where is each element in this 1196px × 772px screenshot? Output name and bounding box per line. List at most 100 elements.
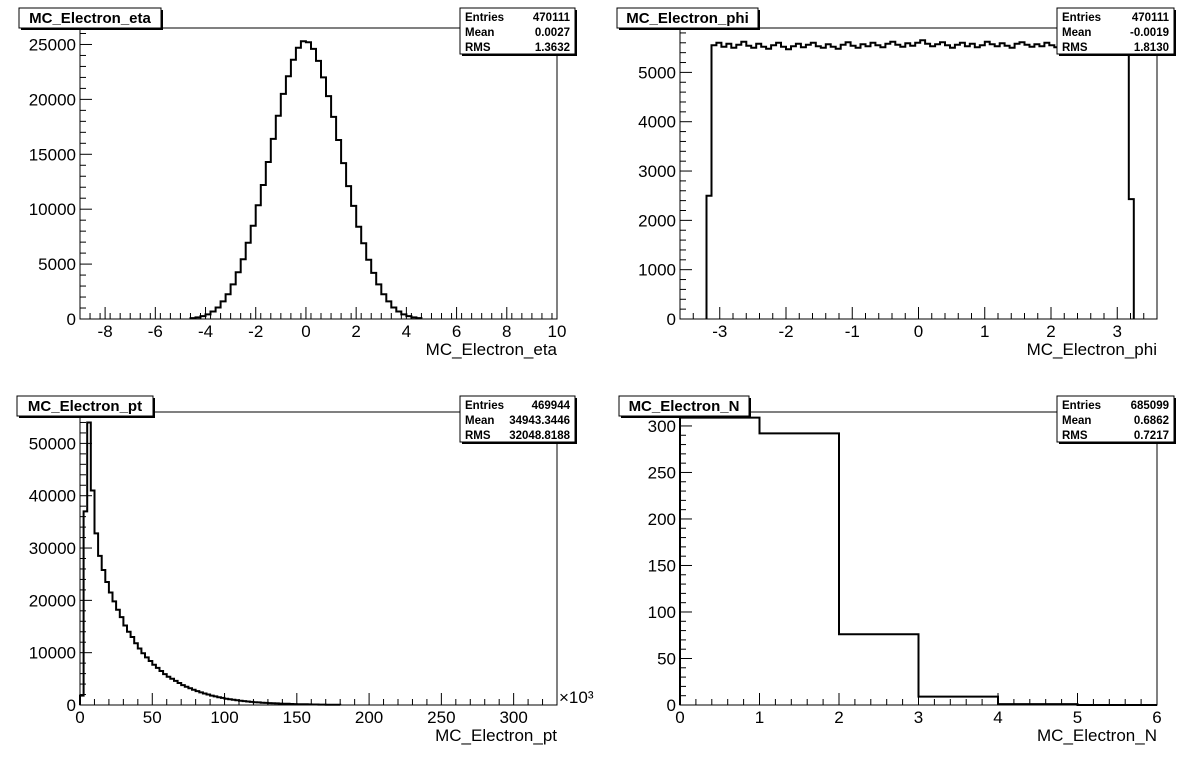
x-tick-label: 0 (75, 708, 84, 727)
histogram-panel: 0 10000 20000 30000 40000 50000 0 50 100 150 200 25… (16, 395, 594, 745)
x-tick-label: 150 (283, 708, 311, 727)
x-tick-label: -8 (98, 322, 113, 341)
x-axis-title: MC_Electron_pt (435, 726, 557, 745)
x-tick-label: 0 (301, 322, 310, 341)
x-tick-label: 200 (355, 708, 383, 727)
x-tick-label: 4 (402, 322, 411, 341)
stats-box (1056, 7, 1175, 55)
y-tick-label: 1000 (638, 261, 676, 280)
x-axis-multiplier: ×10³ (559, 688, 594, 707)
y-tick-label: 4000 (638, 113, 676, 132)
stats-value: 1.3632 (535, 42, 570, 54)
title-box (18, 7, 162, 29)
histogram-panel: 0 5000 10000 15000 20000 25000 -8 -6 -4 -2 0 2 4 6 8 10… (18, 7, 577, 359)
y-tick-label: 5000 (38, 255, 76, 274)
histogram-line (679, 416, 1157, 706)
x-tick-label: -6 (148, 322, 163, 341)
x-tick-label: -2 (248, 322, 263, 341)
y-tick-label: 250 (648, 463, 676, 482)
y-tick-label: 40000 (29, 487, 76, 506)
x-tick-label: -2 (778, 322, 793, 341)
x-tick-label: 10 (548, 322, 567, 341)
y-tick-label: 50 (657, 649, 676, 668)
stats-label: Entries (465, 12, 504, 24)
x-tick-label: 6 (1152, 708, 1161, 727)
title-box (16, 395, 154, 417)
stats-label: Mean (465, 27, 494, 39)
stats-label: RMS (1062, 42, 1088, 54)
y-tick-label: 20000 (29, 591, 76, 610)
title-box (616, 7, 759, 29)
y-tick-label: 0 (667, 696, 676, 715)
y-tick-label: 50000 (29, 434, 76, 453)
stats-value: 0.6862 (1134, 415, 1169, 427)
y-tick-label: 15000 (29, 145, 76, 164)
y-tick-label: 150 (648, 556, 676, 575)
x-tick-label: -1 (845, 322, 860, 341)
y-tick-label: 10000 (29, 644, 76, 663)
stats-box (459, 7, 576, 55)
y-tick-label: 200 (648, 510, 676, 529)
x-tick-label: 50 (143, 708, 162, 727)
stats-value: 470111 (533, 12, 571, 24)
x-tick-label: 2 (351, 322, 360, 341)
x-tick-label: 100 (210, 708, 238, 727)
x-tick-label: 5 (1073, 708, 1082, 727)
y-tick-label: 0 (667, 310, 676, 329)
histogram-line (189, 40, 423, 320)
y-tick-label: 25000 (29, 35, 76, 54)
chart-title: MC_Electron_pt (28, 398, 142, 415)
stats-label: RMS (465, 430, 491, 442)
y-tick-label: 0 (67, 696, 76, 715)
x-tick-label: 6 (452, 322, 461, 341)
x-tick-label: 2 (834, 708, 843, 727)
x-tick-label: 8 (502, 322, 511, 341)
title-box (618, 395, 750, 417)
stats-value: 0.7217 (1134, 430, 1169, 442)
x-axis-title: MC_Electron_N (1037, 726, 1157, 745)
stats-label: Entries (1062, 400, 1101, 412)
stats-label: Mean (465, 415, 494, 427)
x-tick-label: 250 (427, 708, 455, 727)
y-tick-label: 100 (648, 603, 676, 622)
chart-title: MC_Electron_phi (626, 10, 749, 27)
stats-label: Entries (1062, 12, 1101, 24)
x-tick-label: 1 (980, 322, 989, 341)
y-tick-label: 300 (648, 417, 676, 436)
x-tick-label: -4 (198, 322, 213, 341)
chart-title: MC_Electron_eta (29, 10, 151, 27)
stats-label: RMS (1062, 430, 1088, 442)
stats-value: 470111 (1132, 12, 1170, 24)
y-tick-label: 3000 (638, 162, 676, 181)
chart-title: MC_Electron_N (629, 398, 740, 415)
y-tick-label: 10000 (29, 200, 76, 219)
x-tick-label: 0 (675, 708, 684, 727)
stats-label: RMS (465, 42, 491, 54)
stats-box (1056, 395, 1175, 443)
x-tick-label: 0 (914, 322, 923, 341)
stats-box (459, 395, 576, 443)
stats-label: Entries (465, 400, 504, 412)
x-tick-label: 3 (1113, 322, 1122, 341)
stats-value: 0.0027 (535, 27, 570, 39)
plot-frame (679, 27, 1158, 320)
y-tick-label: 2000 (638, 211, 676, 230)
stats-value: 32048.8188 (509, 430, 570, 442)
histogram-line (79, 421, 342, 706)
x-tick-label: 1 (755, 708, 764, 727)
x-axis-title: MC_Electron_eta (426, 340, 558, 359)
histogram-line (705, 36, 1135, 319)
stats-value: 1.8130 (1134, 42, 1169, 54)
x-axis-title: MC_Electron_phi (1027, 340, 1157, 359)
y-tick-label: 20000 (29, 90, 76, 109)
x-tick-label: 300 (499, 708, 527, 727)
x-tick-label: 4 (993, 708, 1002, 727)
x-tick-label: 2 (1046, 322, 1055, 341)
stats-value: 685099 (1131, 400, 1169, 412)
stats-value: 469944 (532, 400, 571, 412)
y-tick-label: 0 (67, 310, 76, 329)
x-tick-label: 3 (914, 708, 923, 727)
